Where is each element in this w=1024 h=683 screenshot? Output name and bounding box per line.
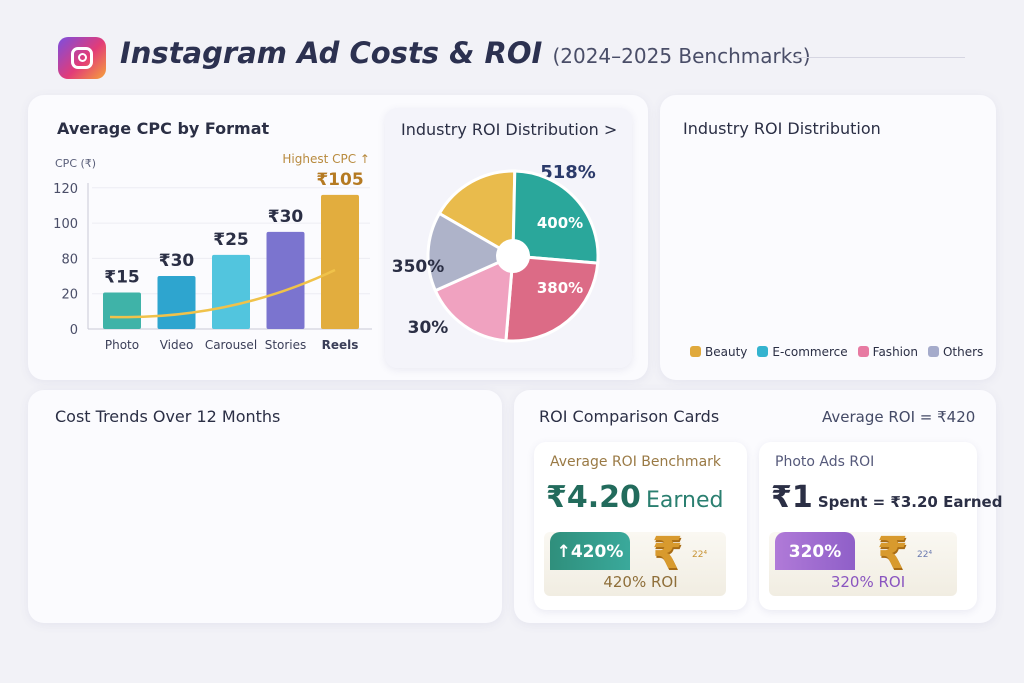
legend-label: Fashion [872,345,918,359]
donut-legend: Beauty E-commerce Fashion Others [690,345,983,359]
pie-slice-label: 518% [540,162,596,183]
average-roi: Average ROI = ₹420 [822,408,976,426]
instagram-icon [58,37,106,79]
divider [795,57,965,58]
card-title: Photo Ads ROI [775,454,875,470]
line-chart-title: Cost Trends Over 12 Months [55,407,281,426]
legend-label: E-commerce [772,345,848,359]
pie-center [496,239,530,273]
bar-data-label: ₹30 [268,207,304,227]
bar-video [157,276,196,329]
pie-slice [433,253,515,343]
trend-arrow [109,268,336,319]
y-tick-label: 80 [61,252,78,267]
roi-comparison-card: ROI Comparison Cards Average ROI = ₹420 … [514,390,1002,623]
roi-pill: ↑420% [550,532,630,570]
page-title: Instagram Ad Costs & ROI (2024–2025 Benc… [120,36,811,70]
x-tick-label: Stories [265,338,307,352]
bar-data-label: ₹105 [316,170,363,190]
legend-swatch [690,346,701,357]
bar-chart-title: Average CPC by Format [57,119,270,138]
legend-item: Beauty [690,345,747,359]
legend-swatch [927,346,939,357]
y-axis-label: CPC (₹) [55,157,96,170]
x-tick-label: Video [160,338,194,352]
bar-stories [266,231,305,329]
legend-item: Fashion [857,345,918,359]
pie-slice-label: 380% [537,279,583,297]
roi-card-photo[interactable]: Photo Ads ROI ₹1 Spent = ₹3.20 Earned 32… [759,442,1002,610]
tag: 22⁴ [692,550,708,560]
big-value: ₹4.20 [546,480,641,515]
big-suffix: Earned [646,488,724,513]
pie-slice [437,169,517,259]
pie-slice-label: 400% [537,214,583,232]
bar-data-label: ₹30 [159,251,195,271]
legend-label: Beauty [705,345,748,359]
bar-data-label: ₹25 [213,230,249,250]
rupee-icon: ₹ [652,528,683,579]
pie-slice-label: 350% [392,257,445,277]
roi-pill: 320% [775,532,855,570]
x-tick-label: Photo [105,338,139,352]
bar-carousel [212,254,250,329]
roi-label: 320% ROI [830,573,906,591]
pie-slice-label: 30% [408,318,449,338]
x-tick-label: Carousel [205,338,257,352]
highest-cpc-annotation: Highest CPC ↑ [282,152,370,166]
legend-item: E-commerce [757,345,848,359]
donut-title: Industry ROI Distribution [683,119,881,138]
roi-label: 420% ROI [603,573,678,591]
rupee-icon: ₹ [877,528,908,579]
bar-reels [321,194,359,329]
x-tick-label: Reels [322,338,359,352]
pie-slice [511,169,600,265]
y-tick-label: 0 [70,323,78,338]
y-tick-label: 20 [61,288,78,303]
legend-item: Others [927,345,984,359]
tag: 22⁴ [917,550,933,560]
legend-swatch [857,346,869,357]
title-text: Instagram Ad Costs & ROI [120,36,543,70]
roi-distribution-card: Industry ROI Distribution [660,95,996,380]
pie-slice [426,211,517,293]
subtitle: (2024–2025 Benchmarks) [552,44,811,68]
bar-photo [103,292,141,329]
roi-title: ROI Comparison Cards [539,407,720,426]
legend-swatch [757,346,769,357]
card-title: Average ROI Benchmark [550,454,722,470]
y-tick-label: 120 [53,182,78,197]
roi-card-benchmark[interactable]: Average ROI Benchmark ₹4.20 Earned ↑420%… [534,442,747,610]
legend-label: Others [942,345,984,359]
big-value: ₹1 [771,480,813,515]
big-suffix: Spent = ₹3.20 Earned [817,493,1003,511]
bar-data-label: ₹15 [104,268,140,288]
cost-trends-card: Cost Trends Over 12 Months [28,390,502,623]
y-tick-label: 100 [53,217,78,232]
pie-slice [504,254,600,343]
pie-title: Industry ROI Distribution > [401,120,618,139]
